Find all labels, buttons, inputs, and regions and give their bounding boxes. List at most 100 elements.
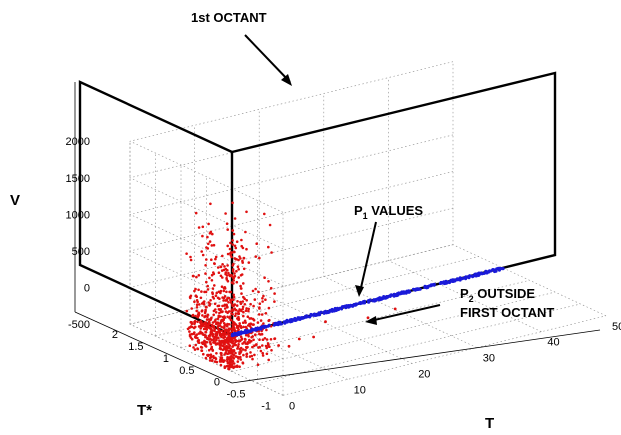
p2-point	[238, 324, 242, 328]
p2-point	[219, 289, 223, 293]
p2-point	[197, 226, 201, 229]
p2-point	[262, 322, 265, 325]
annotation-p2: P2 OUTSIDE	[460, 286, 535, 304]
p2-point	[226, 279, 230, 283]
p2-point	[193, 322, 196, 326]
p2-point	[234, 351, 237, 355]
octant-arrow-head	[281, 74, 292, 86]
p2-point	[201, 253, 205, 257]
p1-point	[248, 329, 252, 333]
p2-point	[254, 255, 258, 258]
p2-point	[242, 256, 246, 260]
p1-point	[423, 284, 427, 288]
grid-line-t	[388, 77, 542, 332]
p2-point	[220, 318, 223, 322]
p2-point	[267, 319, 271, 323]
p2-point	[235, 240, 239, 243]
p2-point	[196, 347, 199, 350]
p2-point	[185, 252, 188, 255]
p2-point	[240, 292, 243, 295]
p2-point	[244, 230, 247, 234]
p2-point	[267, 306, 271, 310]
p1-point	[362, 300, 365, 303]
p2-point	[201, 314, 204, 317]
p1-point	[293, 316, 297, 320]
p1-point	[394, 293, 398, 297]
p1-arrow	[359, 221, 377, 293]
p2-point	[224, 299, 227, 302]
p2-point	[225, 274, 229, 277]
p2-point	[258, 302, 262, 306]
p1-point	[372, 299, 376, 303]
grid-line-t	[452, 61, 607, 317]
p2-point	[226, 264, 229, 267]
p2-point	[222, 336, 225, 340]
p2-point	[260, 313, 264, 316]
p2-point	[230, 255, 233, 259]
p2-point	[222, 326, 226, 330]
p2-point	[237, 318, 240, 322]
p2-point	[213, 341, 217, 344]
p2-point	[216, 330, 219, 334]
p2-point	[232, 353, 236, 357]
p2-point	[206, 247, 210, 250]
p2-point	[233, 336, 236, 340]
p2-point	[221, 304, 224, 308]
p2-point	[237, 268, 240, 271]
p2-point	[248, 341, 251, 344]
p2-point	[223, 338, 227, 342]
axis-label-t: T	[485, 415, 494, 432]
grid-line-tstar	[129, 244, 454, 325]
p1-point	[313, 313, 317, 316]
p2-point	[226, 322, 229, 326]
p2-point	[245, 355, 248, 358]
p2-point	[256, 363, 260, 367]
p2-point	[208, 304, 211, 307]
p2-point	[225, 276, 228, 280]
p2-point	[211, 232, 214, 236]
p1-point	[288, 320, 292, 324]
p2-point	[196, 315, 200, 319]
p2-point	[197, 274, 201, 277]
p2-point	[226, 244, 229, 248]
p2-point	[206, 313, 210, 317]
p2-point	[241, 300, 245, 303]
p2-point	[210, 279, 214, 282]
p1-point	[237, 330, 241, 334]
p2-point	[219, 351, 223, 355]
p2-point	[231, 359, 234, 363]
p2-point	[203, 311, 207, 315]
p2-point	[204, 272, 207, 275]
p2-point	[206, 353, 209, 357]
p2-point	[265, 338, 269, 341]
p2-point	[227, 310, 231, 313]
p2-point	[247, 309, 250, 313]
p2-point	[225, 303, 228, 307]
p2-point	[232, 262, 235, 266]
p2-point	[219, 358, 222, 362]
p2-point	[210, 244, 214, 247]
p2-point	[324, 320, 327, 324]
p2-point	[236, 347, 239, 350]
z-tick-label: 2000	[66, 136, 90, 148]
p2-point	[227, 296, 231, 300]
p1-point	[244, 331, 248, 335]
p1-point	[377, 296, 381, 300]
p2-point	[213, 284, 216, 287]
p2-point	[195, 306, 199, 309]
p2-point	[223, 316, 227, 319]
p2-point	[226, 252, 230, 256]
z-tick-label: 1000	[66, 209, 90, 221]
p2-point	[249, 302, 252, 306]
p2-point	[198, 303, 201, 306]
p2-point	[251, 289, 255, 293]
p2-point	[238, 339, 242, 343]
p2-point	[245, 299, 248, 302]
p2-point	[239, 358, 243, 361]
p1-point	[501, 267, 505, 271]
axis-edges	[74, 82, 601, 384]
p2-point	[251, 357, 254, 361]
p2-point	[231, 303, 234, 307]
p1-point	[498, 266, 502, 270]
p2-point	[255, 242, 258, 245]
